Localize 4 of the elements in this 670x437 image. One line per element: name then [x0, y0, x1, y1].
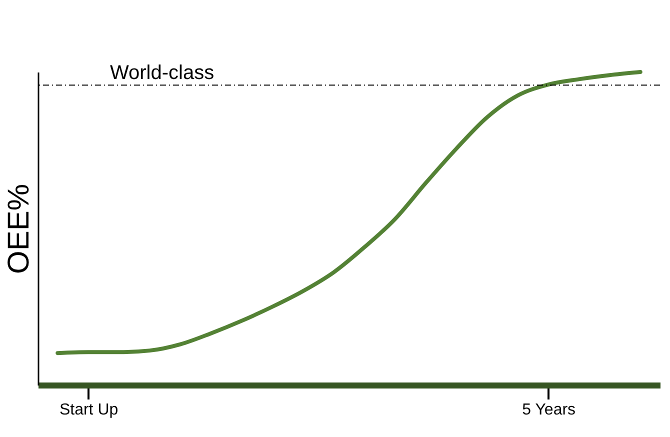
x-tick-label: 5 Years	[522, 402, 576, 418]
y-axis-title: OEE%	[2, 184, 36, 274]
ref-line-label: World-class	[110, 62, 214, 84]
x-tick-label: Start Up	[59, 402, 118, 418]
